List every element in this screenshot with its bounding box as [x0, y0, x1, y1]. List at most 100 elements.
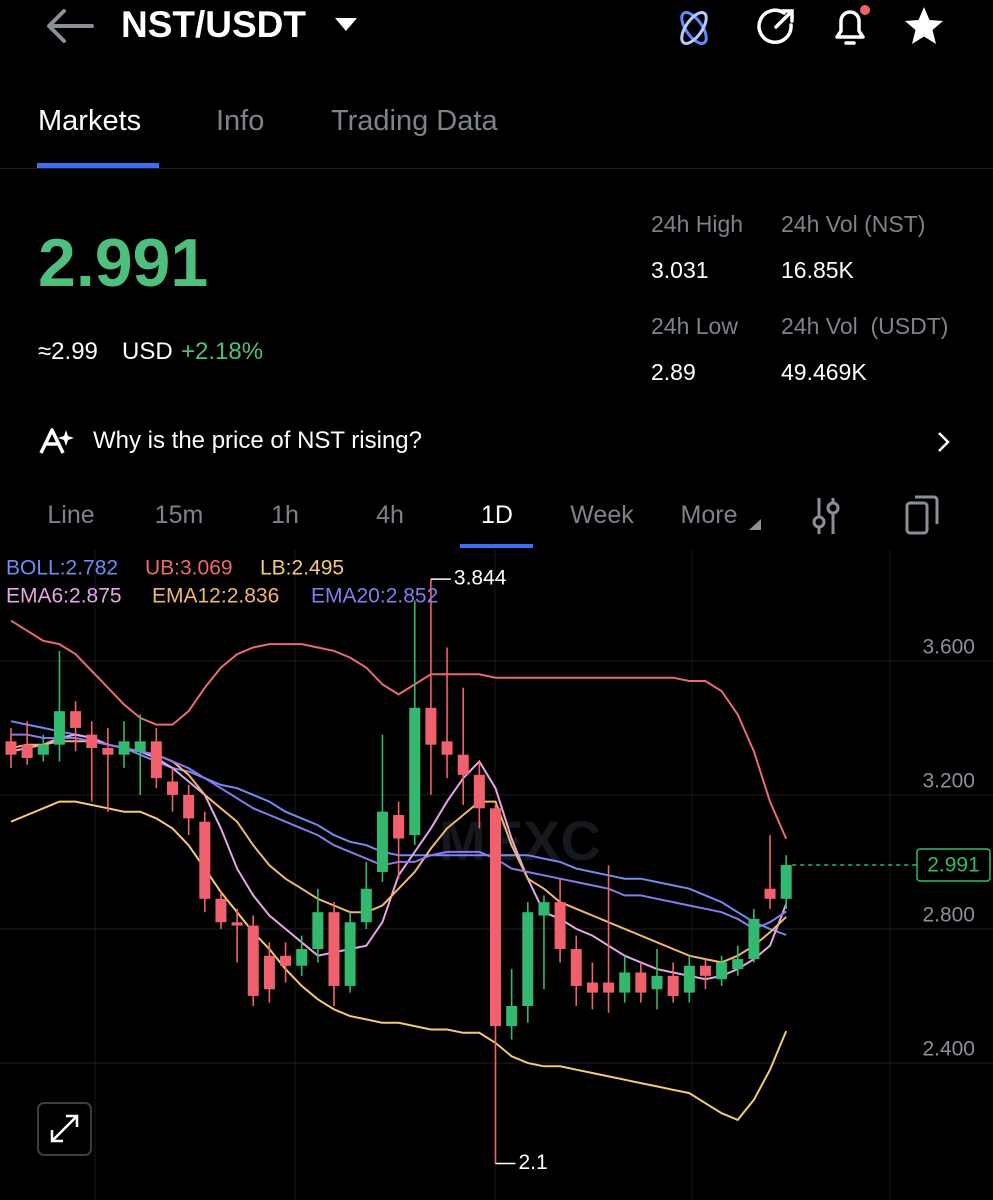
stat-value: 2.89 [651, 359, 696, 385]
candle-body [231, 922, 243, 926]
legend-entry: BOLL:2.782 [6, 557, 118, 580]
last-price-label: 2.991 [927, 853, 980, 876]
candle-body [183, 794, 195, 819]
candle-body [102, 748, 114, 755]
candle-body [86, 734, 98, 749]
legend-entry: EMA12:2.836 [152, 585, 279, 608]
candle-body [312, 912, 324, 950]
more-caret [749, 519, 761, 530]
last-price: 2.991 [38, 225, 209, 301]
fullscreen-icon [50, 1114, 79, 1143]
y-tick-label: 3.600 [922, 635, 975, 658]
candle-body [780, 864, 792, 899]
candle-body [764, 888, 776, 899]
timeframe[interactable]: 4h [376, 501, 404, 529]
ai-icon[interactable] [672, 6, 716, 50]
candle-body [215, 898, 227, 923]
candle-body [393, 815, 405, 839]
candle-body [667, 975, 679, 996]
timeframe[interactable]: Line [47, 501, 95, 529]
candle-body [37, 744, 49, 755]
candle-body [619, 972, 631, 993]
legend-entry: EMA20:2.852 [311, 585, 438, 608]
candle-body [570, 949, 582, 986]
candle-body [748, 918, 760, 960]
divider [0, 168, 993, 169]
candle-body [328, 912, 340, 986]
candle-body [732, 959, 744, 970]
candle-body [344, 922, 356, 986]
candle-body [538, 902, 550, 916]
stat-label: 24h Vol (USDT) [781, 313, 949, 339]
stat-value: 16.85K [781, 257, 854, 283]
candle-body [554, 902, 566, 950]
chart-overlay: 3.600 3.200 2.800 2.400 [922, 635, 975, 1060]
back-button[interactable] [42, 6, 98, 46]
candle-body [134, 741, 146, 752]
y-tick-label: 2.800 [922, 903, 975, 926]
candle-body [635, 972, 647, 993]
candle-body [150, 741, 162, 779]
candlestick-chart: MEXC 3.8442.12.9913.6003.2002.8002.400BO… [0, 550, 993, 1200]
candle-body [473, 774, 485, 809]
candle-body [506, 1006, 518, 1027]
legend-entry: LB:2.495 [260, 557, 344, 580]
candle-body [457, 754, 469, 775]
alert-icon[interactable] [829, 3, 873, 49]
max-label: 3.844 [454, 567, 507, 590]
candle-body [360, 888, 372, 923]
legend-entry: EMA6:2.875 [6, 585, 122, 608]
share-icon[interactable] [754, 5, 798, 49]
candle-body [21, 744, 33, 759]
usd-approx: ≈2.99 [38, 338, 98, 365]
pair-title[interactable]: NST/USDT [121, 4, 306, 45]
tab-indicator [37, 163, 159, 168]
candle-body [263, 955, 275, 990]
candle-body [118, 741, 130, 755]
y-tick-label: 3.200 [922, 769, 975, 792]
tab[interactable]: Trading Data [331, 105, 498, 137]
candle-body [586, 982, 598, 993]
timeframe[interactable]: More [680, 501, 738, 529]
price-change: +2.18% [181, 338, 264, 365]
candle-body [425, 707, 437, 745]
legend-entry: UB:3.069 [145, 557, 233, 580]
stat-value: 49.469K [781, 359, 867, 385]
usd-unit: USD [122, 338, 173, 365]
candle-body [522, 912, 534, 1007]
candle-body [376, 811, 388, 872]
timeframe[interactable]: Week [570, 501, 634, 529]
pair-dropdown[interactable] [333, 16, 359, 34]
candle-body [167, 781, 178, 795]
stat-value: 3.031 [651, 257, 709, 283]
candle-body [603, 982, 615, 993]
tab[interactable]: Info [216, 105, 265, 137]
indicator-line [10, 800, 788, 1122]
chevron [938, 432, 950, 452]
favorite-icon[interactable] [902, 5, 946, 47]
timeframe[interactable]: 1h [271, 501, 299, 529]
candle-body [651, 975, 663, 990]
candle-body [441, 741, 453, 755]
stat-label: 24h Vol (NST) [781, 211, 926, 237]
candle-body [699, 965, 711, 976]
insight-link[interactable]: Why is the price of NST rising? [93, 427, 423, 454]
y-tick-label: 2.400 [922, 1038, 975, 1061]
copy-icon[interactable] [904, 494, 940, 536]
candle-body [247, 925, 259, 996]
candle-body [5, 741, 17, 755]
candle-body [409, 707, 421, 836]
candle-body [280, 955, 292, 966]
timeframe[interactable]: 1D [481, 501, 513, 529]
tab[interactable]: Markets [38, 105, 142, 137]
last-price-tag [916, 848, 991, 882]
stat-label: 24h High [651, 211, 744, 237]
candle-body [199, 821, 211, 899]
timeframe[interactable]: 15m [154, 501, 204, 529]
candle-body [296, 949, 308, 966]
candle-body [53, 711, 65, 745]
indicator-settings[interactable] [810, 496, 842, 536]
stat-label: 24h Low [651, 313, 738, 339]
